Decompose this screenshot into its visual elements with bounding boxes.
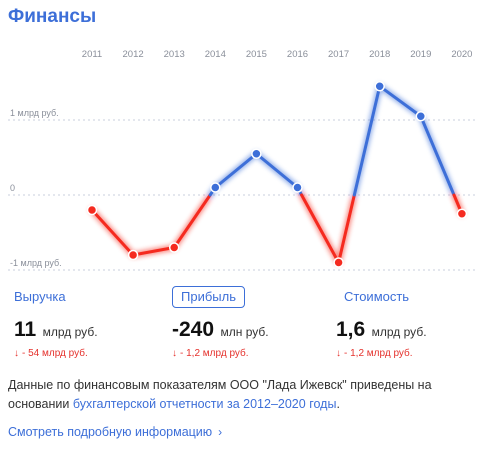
data-point[interactable]: [374, 81, 385, 92]
y-tick-label: 0: [10, 183, 15, 193]
data-point[interactable]: [210, 182, 221, 193]
series-line-segment: [378, 84, 423, 118]
x-tick-label: 2012: [123, 49, 144, 60]
metric-value-number: 1,6: [336, 318, 366, 341]
data-point[interactable]: [292, 182, 303, 193]
metric-revenue-number: 11: [14, 318, 37, 341]
data-point[interactable]: [251, 148, 262, 159]
data-point[interactable]: [333, 257, 344, 268]
series-line-segment: [131, 246, 176, 257]
series-line-segment: [337, 193, 356, 264]
data-source-note: Данные по финансовым показателям ООО "Ла…: [8, 376, 478, 414]
metric-value-value: 1,6 млрд руб.: [336, 318, 427, 342]
chevron-right-icon: ›: [218, 425, 223, 439]
x-tick-label: 2014: [205, 49, 226, 60]
metric-value-delta-text: - 1,2 млрд руб.: [344, 348, 413, 359]
series-line-segment: [90, 208, 135, 257]
metric-profit-delta-text: - 1,2 млрд руб.: [180, 348, 249, 359]
series-line-segment: [213, 152, 258, 189]
note-end: .: [336, 397, 340, 411]
x-tick-label: 2018: [369, 49, 390, 60]
metric-value: Стоимость 1,6 млрд руб. ↓ - 1,2 млрд руб.: [336, 286, 427, 359]
metric-profit-delta: ↓ - 1,2 млрд руб.: [172, 348, 269, 359]
metric-value-unit: млрд руб.: [371, 325, 427, 339]
arrow-down-icon: ↓: [172, 348, 177, 359]
x-tick-label: 2015: [246, 49, 267, 60]
y-tick-label: 1 млрд руб.: [10, 108, 59, 118]
x-tick-label: 2016: [287, 49, 308, 60]
series-line-segment: [254, 152, 299, 189]
arrow-down-icon: ↓: [14, 348, 19, 359]
section-title: Финансы: [8, 6, 97, 27]
metric-profit-unit: млн руб.: [220, 325, 269, 339]
metric-revenue-value: 11 млрд руб.: [14, 318, 98, 342]
more-info-link[interactable]: Смотреть подробную информацию ›: [8, 425, 222, 439]
data-point[interactable]: [456, 208, 468, 219]
x-tick-label: 2011: [82, 49, 102, 60]
metric-value-tab[interactable]: Стоимость: [344, 289, 410, 304]
series-line-segment: [172, 193, 212, 249]
metrics-panel: Выручка 11 млрд руб. ↓ - 54 млрд руб. При…: [0, 286, 486, 366]
data-point[interactable]: [127, 249, 139, 261]
metric-revenue-delta: ↓ - 54 млрд руб.: [14, 348, 98, 359]
note-text: Данные по финансовым показателям ООО "Ла…: [8, 378, 432, 411]
series-line-segment: [300, 193, 341, 264]
metric-profit-value: -240 млн руб.: [172, 318, 269, 342]
x-tick-label: 2019: [410, 49, 431, 60]
metric-revenue-delta-text: - 54 млрд руб.: [22, 348, 88, 359]
metric-profit-number: -240: [172, 318, 215, 341]
x-tick-label: 2020: [451, 49, 472, 60]
metric-revenue: Выручка 11 млрд руб. ↓ - 54 млрд руб.: [14, 286, 98, 359]
data-point[interactable]: [86, 204, 98, 216]
metric-revenue-unit: млрд руб.: [42, 325, 98, 339]
y-tick-label: -1 млрд руб.: [10, 258, 62, 268]
data-point[interactable]: [168, 242, 180, 253]
profit-line-chart: 1 млрд руб. 0 -1 млрд руб. 2011 2012 2013 201…: [8, 49, 476, 271]
metric-revenue-tab[interactable]: Выручка: [14, 289, 66, 304]
metric-value-delta: ↓ - 1,2 млрд руб.: [336, 348, 427, 359]
accounting-report-link[interactable]: бухгалтерской отчетности за 2012–2020 го…: [72, 397, 337, 411]
series-line-segment: [352, 84, 382, 197]
arrow-down-icon: ↓: [336, 348, 341, 359]
x-tick-label: 2017: [328, 49, 349, 60]
x-tick-label: 2013: [164, 49, 185, 60]
series-line-segment: [419, 114, 456, 197]
data-point[interactable]: [415, 111, 427, 122]
more-info-label: Смотреть подробную информацию: [8, 425, 213, 439]
metric-profit: Прибыль -240 млн руб. ↓ - 1,2 млрд руб.: [172, 286, 269, 359]
metric-profit-tab[interactable]: Прибыль: [172, 286, 245, 308]
